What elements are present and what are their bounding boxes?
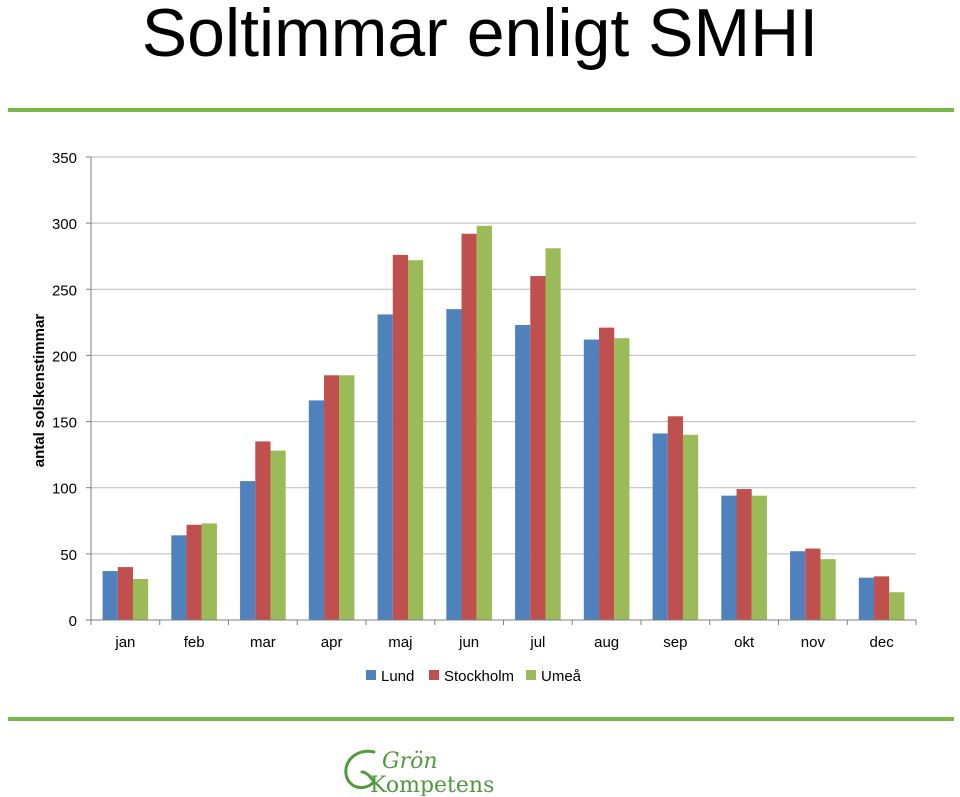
y-tick-label: 250 (52, 282, 77, 299)
bar-aug-2 (614, 338, 630, 620)
bar-maj-1 (392, 254, 408, 621)
legend-label: Stockholm (444, 668, 514, 685)
legend-label: Lund (381, 668, 414, 685)
bar-dec-0 (858, 577, 875, 620)
bar-dec-1 (874, 576, 890, 620)
x-tick-label: maj (388, 634, 412, 651)
bar-jan-2 (132, 578, 149, 620)
bar-mar-2 (270, 450, 286, 620)
bar-mar-0 (240, 481, 256, 620)
y-tick-label: 150 (52, 415, 77, 432)
bar-jan-1 (117, 567, 133, 620)
y-tick-label: 300 (52, 216, 77, 233)
x-tick-label: aug (594, 634, 619, 651)
y-tick-label: 0 (69, 613, 77, 630)
bar-okt-0 (721, 495, 737, 620)
bar-maj-0 (377, 314, 393, 620)
logo-leaf-icon (344, 749, 376, 790)
bar-aug-0 (583, 339, 600, 620)
bar-feb-0 (171, 535, 187, 620)
y-tick-label: 100 (52, 481, 77, 498)
bar-feb-2 (201, 523, 217, 620)
bar-jul-0 (515, 325, 531, 620)
bar-okt-2 (751, 495, 767, 620)
logo-text-line1: Grön (382, 749, 438, 774)
y-tick-label: 50 (60, 547, 77, 564)
bar-okt-1 (736, 489, 752, 620)
bar-jul-2 (545, 248, 561, 620)
legend-swatch (526, 670, 536, 680)
x-tick-label: nov (801, 634, 826, 651)
legend-swatch (366, 670, 376, 680)
bar-feb-1 (186, 524, 202, 620)
bar-apr-1 (324, 375, 340, 620)
x-tick-label: dec (870, 634, 895, 651)
x-tick-label: jul (529, 634, 545, 651)
bottom-divider (8, 717, 954, 721)
bar-nov-1 (805, 548, 821, 620)
bar-sep-1 (667, 416, 683, 620)
bar-jan-0 (102, 571, 118, 620)
y-tick-label: 350 (52, 150, 77, 167)
x-tick-label: feb (184, 634, 205, 651)
x-tick-label: mar (250, 634, 276, 651)
legend-swatch (429, 670, 439, 680)
bar-jul-1 (530, 276, 546, 620)
x-tick-label: sep (663, 634, 687, 651)
bar-jun-2 (476, 225, 492, 620)
x-tick-label: jun (458, 634, 479, 651)
bar-apr-2 (339, 375, 355, 620)
logo-text-line2: Kompetens (370, 773, 494, 796)
bar-nov-0 (790, 551, 806, 620)
y-tick-label: 200 (52, 348, 77, 365)
bar-mar-1 (255, 441, 271, 620)
top-divider (8, 108, 954, 112)
page-title: Soltimmar enligt SMHI (141, 0, 819, 71)
bar-sep-2 (682, 434, 699, 620)
bar-sep-0 (652, 433, 668, 620)
bar-apr-0 (308, 400, 325, 620)
bar-maj-2 (407, 260, 424, 620)
bar-jun-0 (446, 309, 462, 620)
x-tick-label: apr (321, 634, 343, 651)
bar-dec-2 (889, 592, 905, 620)
x-tick-label: jan (114, 634, 135, 651)
bar-chart: 0 50 100 150 200 250 300 350 antal solskenstimma… (31, 150, 917, 685)
gron-kompetens-logo: Grön Kompetens (344, 749, 494, 796)
bar-nov-2 (820, 559, 836, 620)
bar-aug-1 (599, 327, 615, 620)
bar-jun-1 (461, 233, 477, 620)
legend-label: Umeå (541, 668, 582, 685)
y-axis-title: antal solskenstimmar (31, 314, 48, 468)
x-tick-label: okt (734, 634, 755, 651)
